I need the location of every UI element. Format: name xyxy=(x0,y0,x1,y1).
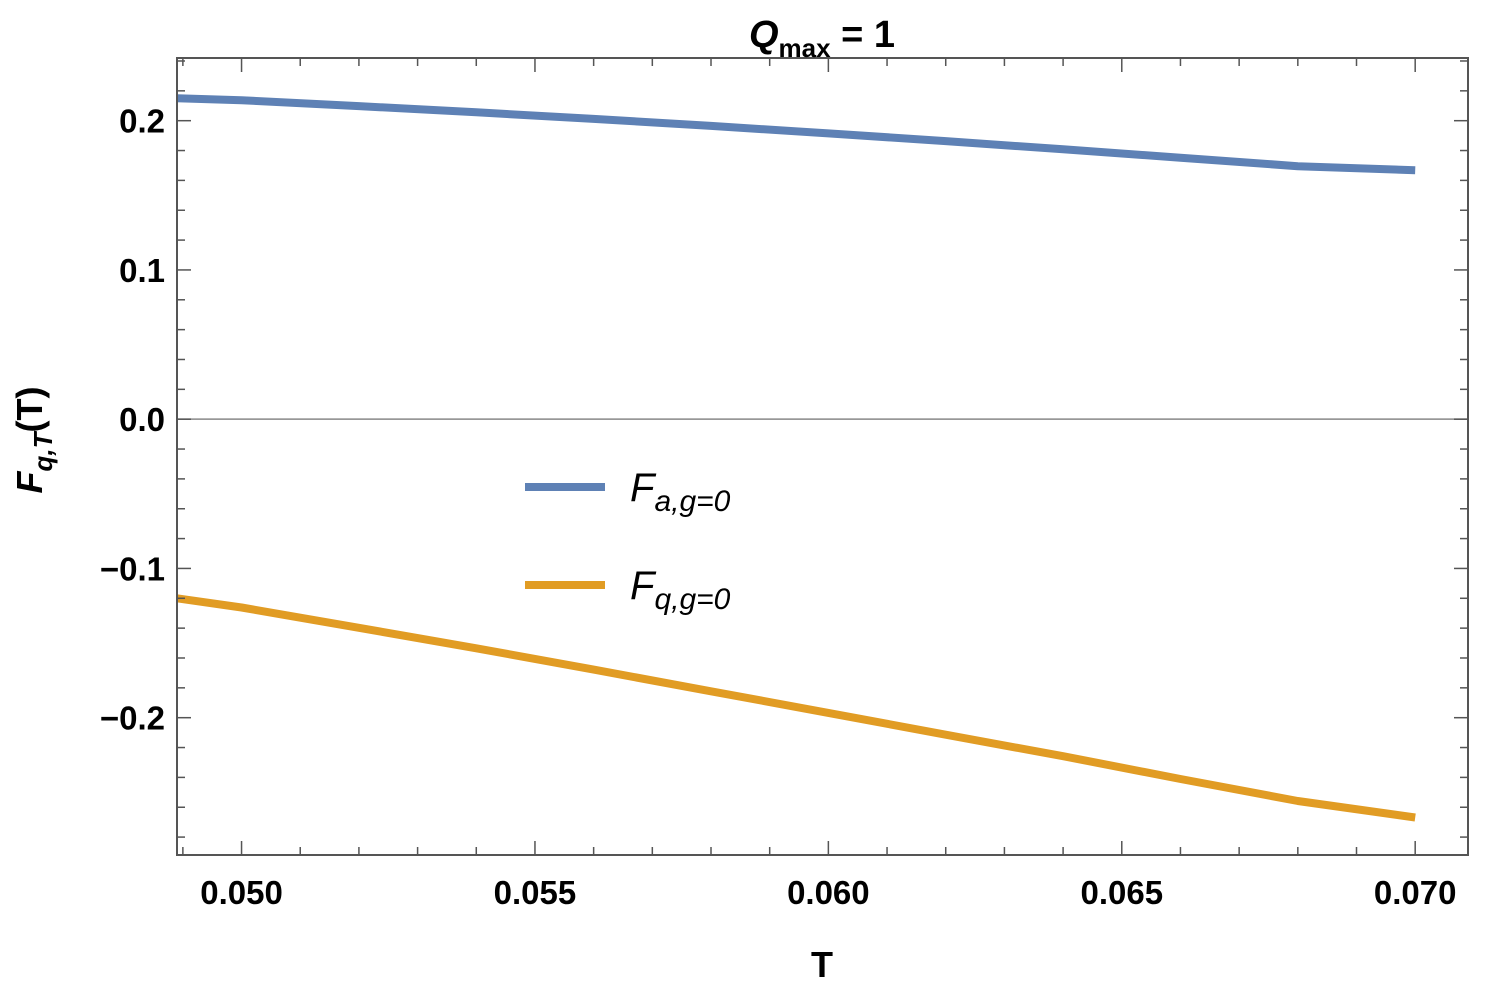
x-axis-label: T xyxy=(811,944,833,985)
legend-label-1: Fa,g=0 xyxy=(630,466,731,518)
x-tick-label: 0.065 xyxy=(1080,874,1163,911)
series-line-2 xyxy=(176,594,1416,822)
y-tick-label: 0.0 xyxy=(119,401,165,438)
y-tick-label: −0.1 xyxy=(100,550,165,587)
x-tick-label: 0.050 xyxy=(200,874,283,911)
chart-title: Qmax = 1 xyxy=(749,14,895,63)
y-axis-label: Fq,T(T) xyxy=(9,387,58,494)
y-tick-label: 0.1 xyxy=(119,252,165,289)
x-tick-label: 0.055 xyxy=(494,874,577,911)
x-tick-label: 0.070 xyxy=(1374,874,1457,911)
legend-label-2: Fq,g=0 xyxy=(630,564,731,616)
series-line-1 xyxy=(176,94,1416,175)
y-tick-label: 0.2 xyxy=(119,103,165,140)
x-tick-label: 0.060 xyxy=(787,874,870,911)
plot-frame xyxy=(176,57,1469,856)
y-tick-label: −0.2 xyxy=(100,700,165,737)
